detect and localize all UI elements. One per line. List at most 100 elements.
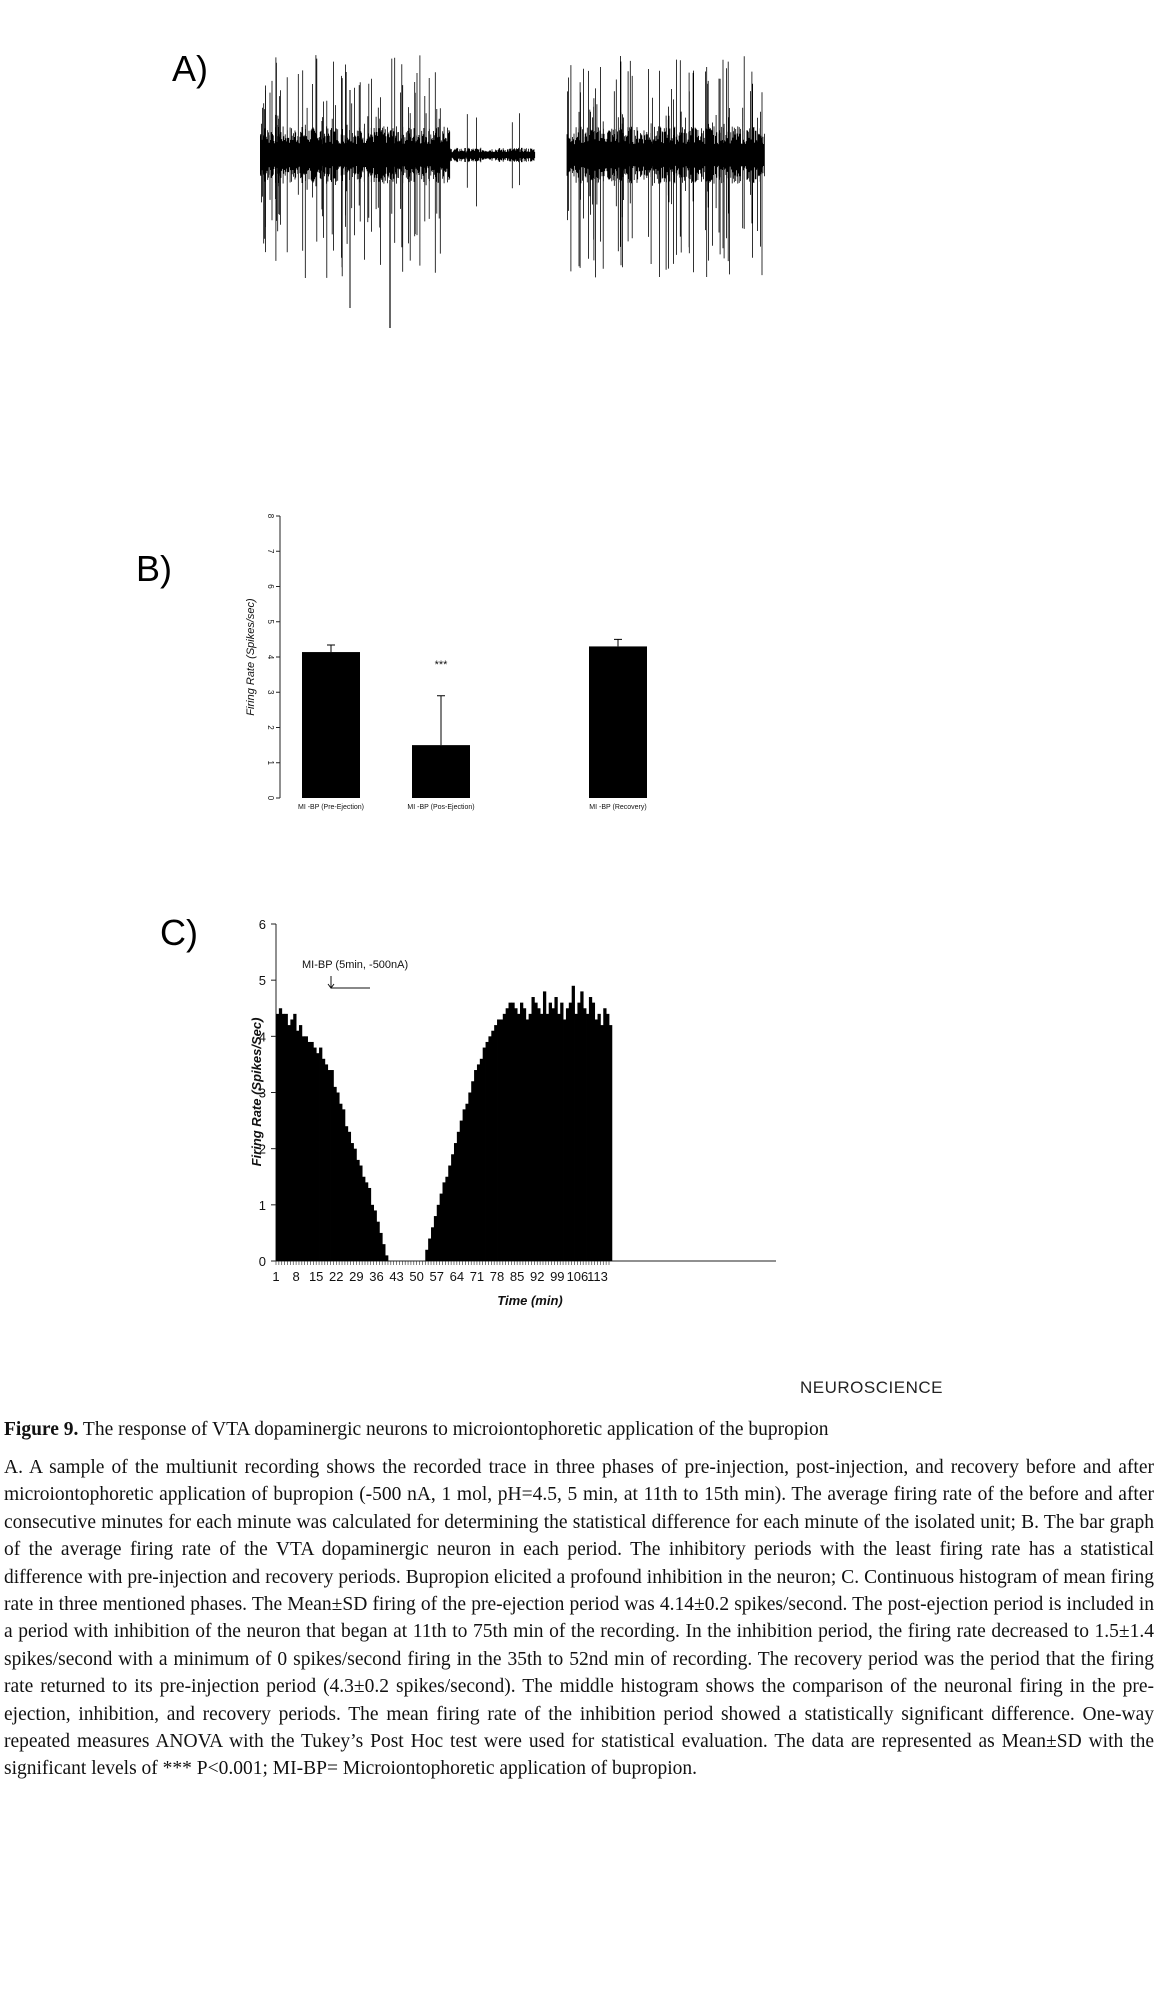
y-axis-label: Firing Rate (Spikes/Sec) [249, 1018, 264, 1167]
x-tick-label: 113 [587, 1269, 608, 1284]
y-tick-label: 7 [266, 549, 275, 554]
histogram-bar [497, 1019, 501, 1261]
x-tick-label: 43 [389, 1269, 403, 1284]
histogram-bar [525, 1019, 530, 1261]
histogram-bar [459, 1120, 463, 1261]
histogram-bar [542, 991, 547, 1261]
histogram-bar [385, 1255, 389, 1261]
histogram-bar [531, 997, 535, 1261]
histogram-bar [342, 1109, 346, 1261]
histogram-bar [304, 1036, 308, 1261]
histogram-bar [298, 1025, 303, 1261]
histogram-bar [319, 1047, 323, 1261]
histogram-bar [364, 1182, 369, 1261]
x-tick-label: 106 [567, 1269, 589, 1284]
histogram-bar [586, 1013, 590, 1261]
histogram-bar [508, 1002, 512, 1261]
histogram-bar [583, 1008, 587, 1261]
x-tick-label: 29 [349, 1269, 363, 1284]
histogram-bar [560, 1002, 564, 1261]
histogram-bar [479, 1058, 484, 1261]
histogram-bar [439, 1193, 443, 1261]
error-bar-2 [437, 695, 445, 746]
histogram-bar [600, 1025, 604, 1261]
x-tick-label: 57 [430, 1269, 444, 1284]
histogram-bar [436, 1204, 441, 1261]
histogram-bar [540, 1013, 544, 1261]
histogram-bar [603, 1008, 607, 1261]
histogram-bar [462, 1109, 466, 1261]
x-tick-label: 78 [490, 1269, 504, 1284]
y-tick-label: 2 [259, 1142, 266, 1157]
histogram-bar [485, 1041, 489, 1261]
histogram-bar [451, 1154, 455, 1261]
histogram-bar [327, 1070, 331, 1261]
figure-label: Figure 9. [4, 1419, 79, 1440]
y-tick-label: 3 [266, 690, 275, 695]
histogram-bar [468, 1092, 472, 1261]
y-tick-label: 8 [266, 514, 275, 519]
histogram-bar [557, 1013, 561, 1261]
histogram-bar [571, 985, 575, 1261]
histogram-bar [511, 1002, 515, 1261]
histogram-bar [431, 1227, 435, 1261]
x-tick-label: 64 [450, 1269, 464, 1284]
histogram-bar [336, 1092, 340, 1261]
bar-2 [412, 745, 470, 798]
histogram-bar [565, 1008, 570, 1261]
histogram-bar [580, 991, 584, 1261]
histogram-bar [316, 1053, 320, 1261]
histogram-bar [537, 1008, 541, 1261]
category-label-1: MI -BP (Pre-Ejection) [298, 804, 364, 811]
caption-body: A. A sample of the multiunit recording s… [4, 1457, 1154, 1780]
histogram-bar [551, 1008, 555, 1261]
histogram-bar [505, 1008, 509, 1261]
category-label-2: MI -BP (Pos-Ejection) [407, 804, 474, 811]
histogram-bar [494, 1025, 498, 1261]
histogram-bar [333, 1086, 337, 1261]
figure-title-text: The response of VTA dopaminergic neurons… [82, 1419, 829, 1440]
histogram-bar [428, 1238, 432, 1261]
figure-caption: Figure 9. The response of VTA dopaminerg… [4, 1416, 1154, 1783]
significance-marker: *** [435, 659, 449, 671]
histogram-bar [330, 1070, 334, 1261]
x-tick-label: 92 [530, 1269, 544, 1284]
histogram-bar [606, 1013, 610, 1261]
x-tick-label: 36 [369, 1269, 383, 1284]
x-tick-label: 50 [409, 1269, 423, 1284]
histogram-bar [278, 1008, 283, 1261]
histogram-bar [548, 1002, 552, 1261]
trace-waveform [260, 55, 765, 328]
histogram-bar [514, 1008, 518, 1261]
histogram-bar [362, 1176, 366, 1261]
histogram-bar [482, 1047, 486, 1261]
histogram-bar [465, 1103, 469, 1261]
y-tick-label: 0 [259, 1254, 266, 1269]
panel-a-trace [260, 55, 765, 328]
y-tick-label: 4 [259, 1029, 266, 1044]
histogram-bar [324, 1064, 329, 1261]
x-tick-label: 99 [550, 1269, 564, 1284]
histogram-bar [281, 1013, 286, 1261]
histogram-bar [445, 1176, 449, 1261]
histogram-bar [568, 1002, 573, 1261]
x-tick-label: 22 [329, 1269, 343, 1284]
histogram-bar [425, 1249, 429, 1261]
histogram-bar [594, 1019, 598, 1261]
histogram-bar [528, 1013, 532, 1261]
x-tick-label: 15 [309, 1269, 323, 1284]
histogram-bar [597, 1013, 601, 1261]
panel-c-histogram: Firing Rate (Spikes/Sec) Time (min) MI-B… [249, 917, 776, 1308]
histogram-bar [520, 1002, 524, 1261]
histogram-bar [574, 1013, 578, 1261]
x-tick-label: 71 [470, 1269, 484, 1284]
x-tick-label: 8 [292, 1269, 299, 1284]
histogram-bar [356, 1159, 360, 1261]
histogram-bar [474, 1070, 478, 1261]
figure-title: Figure 9. The response of VTA dopaminerg… [4, 1416, 1154, 1444]
histogram-bar [517, 1013, 521, 1261]
histogram-bar [347, 1131, 352, 1261]
y-tick-label: 6 [259, 917, 266, 932]
y-tick-label: 1 [266, 761, 275, 766]
histogram-bar [522, 1008, 527, 1261]
